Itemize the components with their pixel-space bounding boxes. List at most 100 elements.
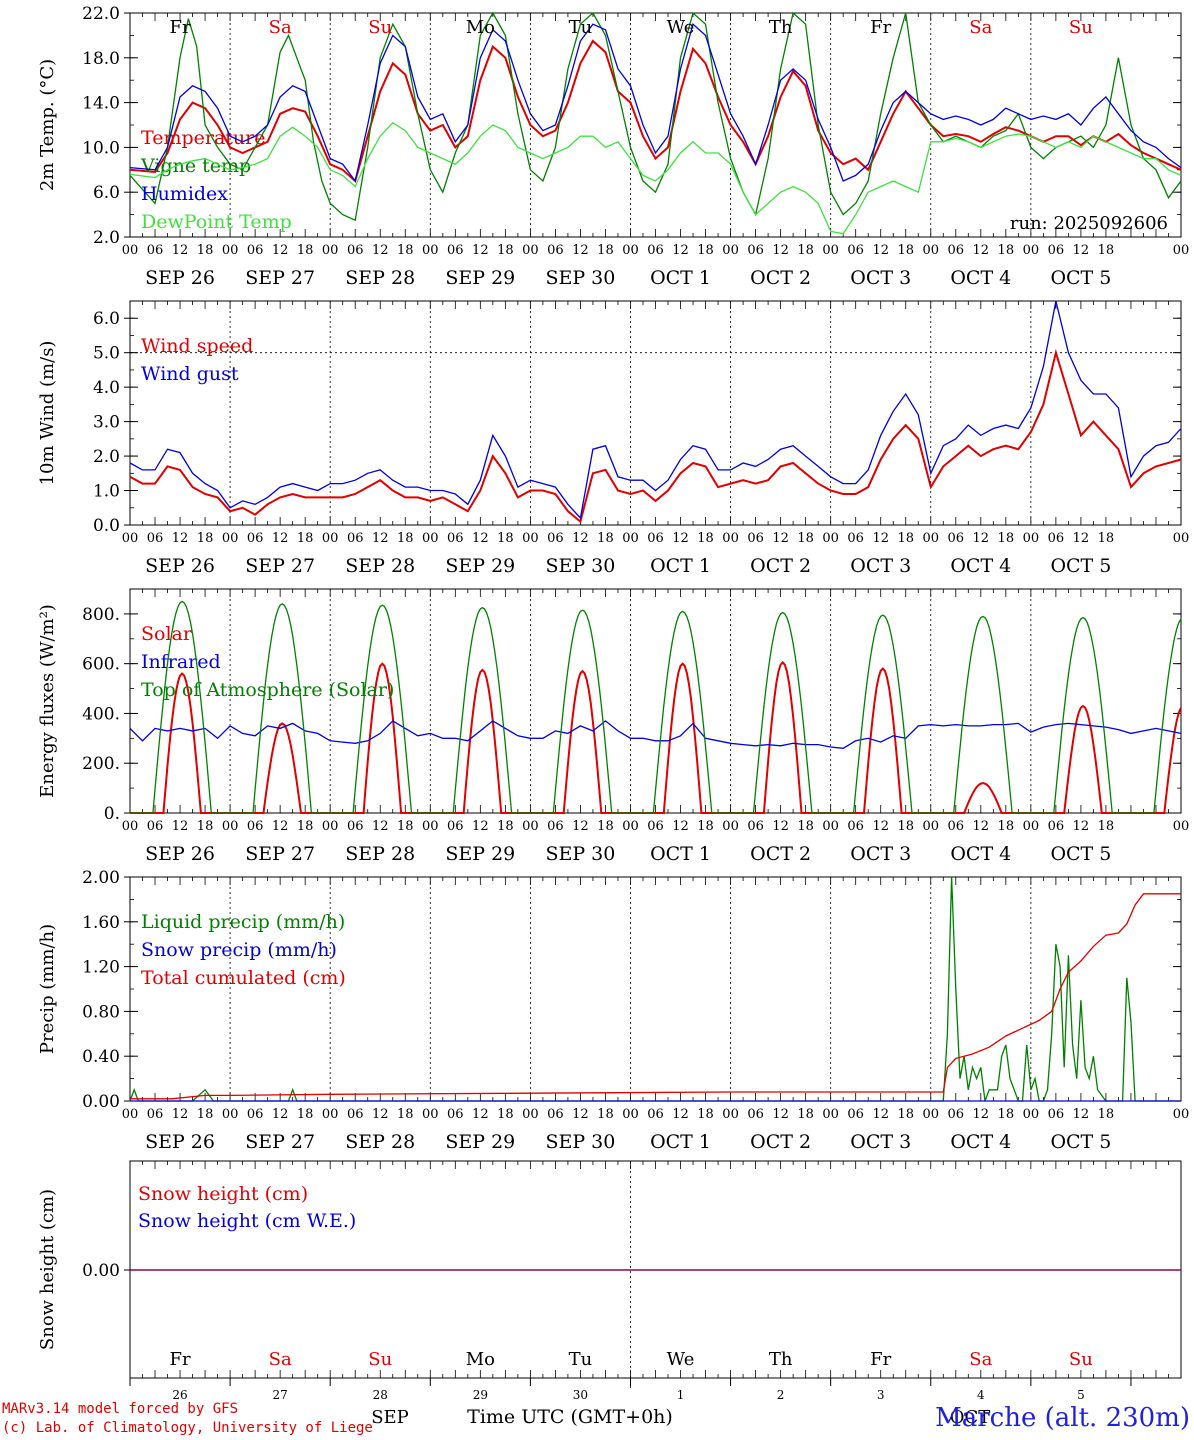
day-number-label: 1 — [677, 1388, 685, 1402]
legend-label: Total cumulated (cm) — [141, 967, 346, 989]
series-line-temperature — [129, 39, 1182, 183]
hour-tick-label: 12 — [172, 531, 189, 546]
series-line-dewpoint-temp — [129, 121, 1182, 235]
hour-tick-label: 06 — [147, 243, 164, 258]
hour-tick-label: 00 — [222, 531, 239, 546]
legend-label: Temperature — [141, 127, 265, 149]
legend-label: Infrared — [141, 651, 221, 673]
hour-tick-label: 12 — [372, 819, 389, 834]
hour-tick-label: 00 — [122, 531, 139, 546]
hour-tick-label: 12 — [172, 243, 189, 258]
hour-tick-label: 18 — [897, 1107, 914, 1122]
hour-tick-label: 18 — [1098, 243, 1115, 258]
hour-tick-label: 00 — [522, 243, 539, 258]
hour-tick-label: 18 — [897, 531, 914, 546]
hour-tick-label: 06 — [447, 531, 464, 546]
y-tick-label: 0.40 — [82, 1047, 120, 1067]
hour-tick-label: 18 — [797, 243, 814, 258]
hour-tick-label: 00 — [822, 1107, 839, 1122]
date-label: OCT 5 — [1050, 267, 1111, 289]
hour-tick-label: 12 — [572, 531, 589, 546]
hour-tick-label: 12 — [672, 531, 689, 546]
y-axis-title: Precip (mm/h) — [37, 924, 58, 1054]
hour-tick-label: 06 — [247, 243, 264, 258]
y-tick-label: 6.0 — [93, 183, 120, 203]
weekday-label: Fr — [870, 1349, 891, 1370]
hour-tick-label: 06 — [547, 243, 564, 258]
hour-tick-label: 12 — [872, 819, 889, 834]
hour-tick-label: 00 — [422, 531, 439, 546]
series-line-infrared — [129, 720, 1182, 749]
hour-tick-label: 00 — [922, 1107, 939, 1122]
date-label: OCT 1 — [650, 1131, 711, 1153]
hour-tick-label: 18 — [797, 819, 814, 834]
hour-tick-label: 00 — [722, 1107, 739, 1122]
hour-tick-label: 12 — [572, 1107, 589, 1122]
hour-tick-label: 18 — [998, 243, 1015, 258]
hour-tick-label: 06 — [447, 819, 464, 834]
hour-tick-label: 12 — [272, 819, 289, 834]
date-label: SEP 30 — [545, 1131, 615, 1153]
date-label: SEP 26 — [145, 267, 215, 289]
legend-label: Wind speed — [141, 335, 253, 357]
y-tick-label: 1.20 — [82, 958, 120, 978]
hour-tick-label: 06 — [347, 819, 364, 834]
month-label-oct: OCT — [950, 1407, 991, 1428]
date-label: SEP 28 — [345, 267, 415, 289]
weekday-label: We — [667, 1349, 695, 1370]
hour-tick-label: 00 — [1023, 1107, 1040, 1122]
hour-tick-label: 18 — [597, 243, 614, 258]
weekday-label: Mo — [466, 1349, 495, 1370]
hour-tick-label: 06 — [347, 243, 364, 258]
legend-label: Liquid precip (mm/h) — [141, 911, 345, 933]
date-label: OCT 3 — [850, 1131, 911, 1153]
date-label: OCT 4 — [950, 843, 1011, 865]
hour-tick-label: 00 — [1173, 531, 1190, 546]
y-tick-label: 22.0 — [82, 4, 120, 24]
hour-tick-label: 12 — [973, 819, 990, 834]
hour-tick-label: 18 — [197, 243, 214, 258]
hour-tick-label: 06 — [948, 1107, 965, 1122]
date-label: OCT 2 — [750, 843, 811, 865]
series-line-wind-speed — [129, 348, 1182, 524]
plot-frame-2 — [129, 300, 1182, 526]
y-tick-label: 200. — [82, 754, 120, 774]
lab-credit: (c) Lab. of Climatology, University of L… — [2, 1420, 373, 1436]
date-label: OCT 1 — [650, 843, 711, 865]
hour-tick-label: 06 — [147, 819, 164, 834]
hour-tick-label: 12 — [372, 1107, 389, 1122]
hour-tick-label: 18 — [597, 819, 614, 834]
weekday-label: Su — [368, 1349, 392, 1370]
legend-label: Solar — [141, 623, 193, 645]
hour-tick-label: 00 — [422, 1107, 439, 1122]
legend-label: Snow height (cm W.E.) — [138, 1210, 356, 1232]
hour-tick-label: 12 — [1073, 531, 1090, 546]
hour-tick-label: 18 — [1098, 819, 1115, 834]
hour-tick-label: 06 — [347, 531, 364, 546]
date-label: SEP 30 — [545, 267, 615, 289]
date-label: OCT 1 — [650, 555, 711, 577]
date-label: SEP 28 — [345, 555, 415, 577]
hour-tick-label: 00 — [1023, 819, 1040, 834]
hour-tick-label: 00 — [422, 243, 439, 258]
hour-tick-label: 12 — [973, 1107, 990, 1122]
hour-tick-label: 12 — [272, 1107, 289, 1122]
day-number-label: 26 — [172, 1388, 187, 1402]
y-tick-label: 2.00 — [82, 868, 120, 888]
hour-tick-label: 06 — [948, 531, 965, 546]
legend-label: Vigne temp — [140, 155, 251, 177]
series-line-solar — [130, 660, 1182, 814]
y-tick-label: 0.0 — [93, 516, 120, 536]
hour-tick-label: 12 — [372, 531, 389, 546]
hour-tick-label: 00 — [622, 819, 639, 834]
hour-tick-label: 12 — [772, 1107, 789, 1122]
weekday-label: Sa — [969, 1349, 992, 1370]
date-label: OCT 5 — [1050, 843, 1111, 865]
hour-tick-label: 12 — [572, 243, 589, 258]
y-axis-title: Energy fluxes (W/m²) — [37, 604, 58, 798]
hour-tick-label: 18 — [597, 531, 614, 546]
hour-tick-label: 18 — [297, 1107, 314, 1122]
plot-frame-3 — [129, 588, 1182, 814]
hour-tick-label: 06 — [1048, 819, 1065, 834]
hour-tick-label: 18 — [497, 531, 514, 546]
